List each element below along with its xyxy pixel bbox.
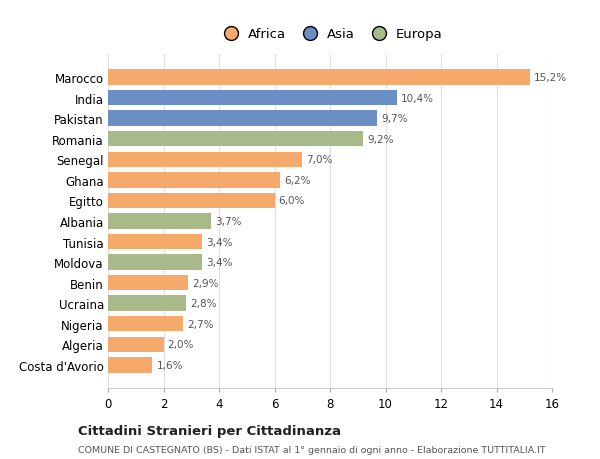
Text: 2,7%: 2,7% [187,319,214,329]
Text: 9,2%: 9,2% [367,134,394,145]
Legend: Africa, Asia, Europa: Africa, Asia, Europa [211,22,449,48]
Bar [108,255,202,270]
Text: 7,0%: 7,0% [307,155,333,165]
Text: 3,4%: 3,4% [206,257,233,268]
Text: 6,2%: 6,2% [284,175,311,185]
Bar [108,70,530,85]
Bar [108,91,397,106]
Text: 2,0%: 2,0% [167,340,194,349]
Text: 3,7%: 3,7% [215,217,241,226]
Text: 9,7%: 9,7% [382,114,408,124]
Text: 2,9%: 2,9% [193,278,219,288]
Text: 2,8%: 2,8% [190,298,217,308]
Bar [108,193,275,209]
Bar [108,275,188,291]
Bar [108,296,186,311]
Text: COMUNE DI CASTEGNATO (BS) - Dati ISTAT al 1° gennaio di ogni anno - Elaborazione: COMUNE DI CASTEGNATO (BS) - Dati ISTAT a… [78,445,545,454]
Text: 1,6%: 1,6% [157,360,183,370]
Bar [108,337,163,352]
Bar [108,214,211,229]
Text: 10,4%: 10,4% [401,94,434,103]
Bar [108,358,152,373]
Text: Cittadini Stranieri per Cittadinanza: Cittadini Stranieri per Cittadinanza [78,425,341,437]
Text: 6,0%: 6,0% [278,196,305,206]
Bar [108,152,302,168]
Bar [108,316,183,332]
Bar [108,234,202,250]
Bar [108,111,377,127]
Bar [108,132,363,147]
Text: 3,4%: 3,4% [206,237,233,247]
Bar [108,173,280,188]
Text: 15,2%: 15,2% [534,73,567,83]
